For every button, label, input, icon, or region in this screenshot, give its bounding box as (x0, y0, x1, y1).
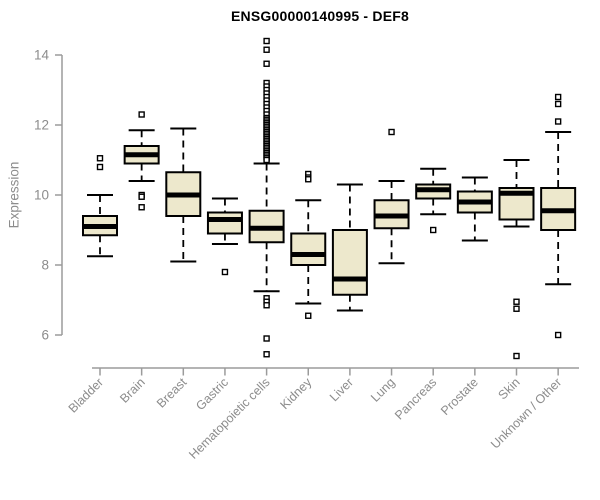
outlier-point (263, 46, 270, 53)
outlier-point (96, 155, 104, 162)
x-tick-label: Skin (496, 375, 523, 402)
outlier-point (263, 60, 270, 67)
median-line (83, 224, 117, 229)
chart-title: ENSG00000140995 - DEF8 (231, 8, 409, 24)
median-line (291, 252, 326, 257)
outlier-point (513, 352, 520, 360)
x-tick-label: Prostate (438, 375, 481, 418)
outlier-point (138, 193, 145, 200)
x-tick-label: Bladder (66, 375, 106, 415)
outlier-point (263, 351, 270, 358)
outlier-point (138, 111, 145, 118)
y-tick-label: 6 (41, 328, 49, 343)
x-tick-label: Breast (154, 375, 190, 411)
outlier-point (430, 226, 437, 234)
outlier-point (263, 156, 270, 164)
outlier-point (138, 204, 145, 211)
box-kidney (290, 232, 327, 266)
outlier-point (513, 298, 520, 305)
outlier-point (554, 100, 562, 108)
median-line (416, 187, 451, 193)
median-line (332, 276, 367, 282)
outlier-point (263, 302, 270, 309)
outlier-point (513, 305, 520, 312)
outlier-point (388, 128, 395, 136)
x-tick-label: Kidney (277, 375, 314, 412)
median-line (499, 190, 534, 196)
outlier-point (554, 118, 562, 125)
outlier-point (96, 163, 104, 171)
x-tick-label: Liver (327, 375, 356, 404)
x-tick-label: Brain (117, 375, 148, 406)
x-tick-label: Lung (368, 375, 398, 405)
y-axis-label: Expression (6, 161, 22, 229)
x-tick-label: Pancreas (392, 375, 439, 422)
y-tick-label: 8 (41, 258, 49, 273)
y-tick-label: 10 (34, 188, 49, 203)
median-line (166, 192, 201, 198)
outlier-point (554, 93, 562, 101)
outlier-point (263, 37, 270, 45)
outlier-point (305, 176, 312, 183)
outlier-point (221, 268, 229, 276)
box-gastric (206, 211, 243, 235)
y-tick-label: 12 (34, 118, 49, 133)
median-line (207, 217, 242, 222)
median-line (541, 208, 576, 214)
outlier-point (554, 331, 562, 339)
median-line (124, 152, 159, 158)
x-tick-label: Unknown / Other (488, 375, 564, 451)
outlier-point (305, 312, 312, 319)
median-line (374, 213, 409, 219)
median-line (457, 199, 492, 205)
x-tick-label: Gastric (193, 375, 231, 413)
y-tick-label: 14 (34, 48, 50, 63)
x-tick-label: Hematopoietic cells (186, 375, 273, 462)
box-liver (331, 229, 368, 296)
outlier-point (263, 335, 270, 342)
median-line (249, 225, 284, 231)
